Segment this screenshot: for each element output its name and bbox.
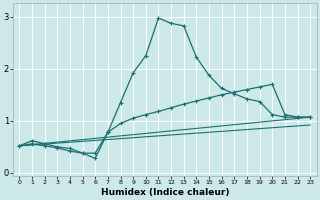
X-axis label: Humidex (Indice chaleur): Humidex (Indice chaleur) [100, 188, 229, 197]
